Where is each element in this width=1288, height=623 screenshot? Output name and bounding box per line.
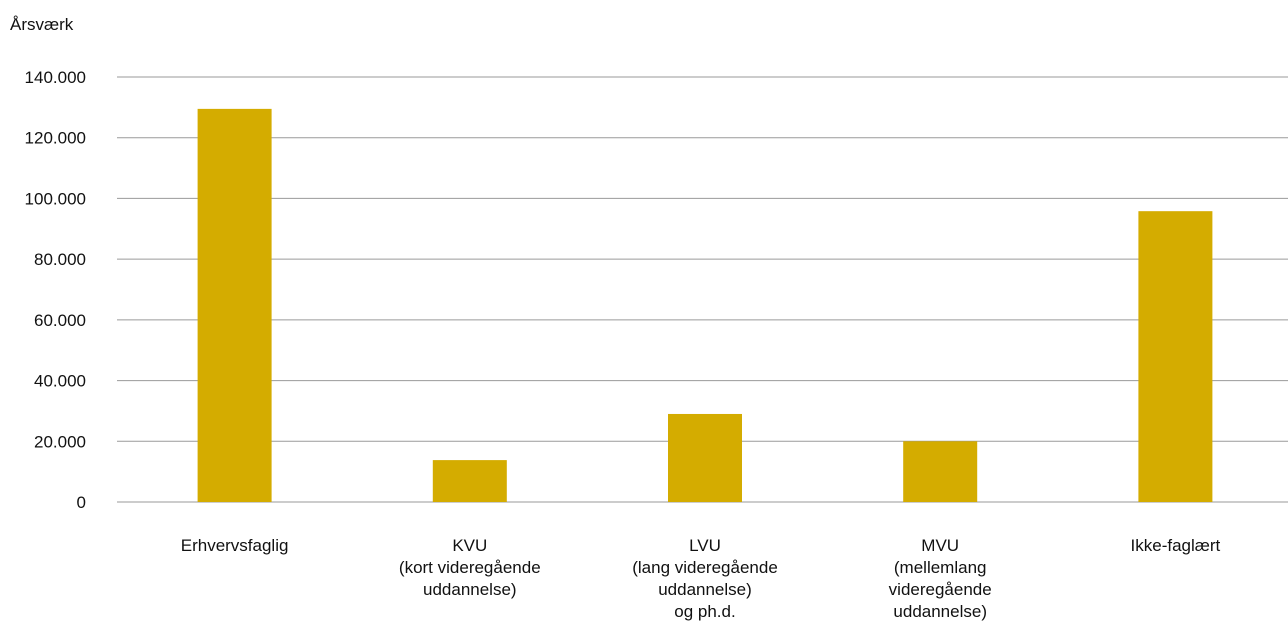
bar xyxy=(903,441,978,502)
bar xyxy=(197,108,272,502)
y-tick-label: 40.000 xyxy=(34,372,86,391)
category-label-line: videregående xyxy=(889,580,992,599)
category-label-line: (mellemlang xyxy=(894,558,987,577)
category-label: Erhvervsfaglig xyxy=(181,536,289,555)
category-label-line: Ikke-faglært xyxy=(1131,536,1221,555)
y-tick-label: 0 xyxy=(77,493,86,512)
gridlines xyxy=(117,76,1288,503)
category-label-line: Erhvervsfaglig xyxy=(181,536,289,555)
category-label-line: uddannelse) xyxy=(658,580,752,599)
category-label-line: og ph.d. xyxy=(674,602,735,621)
y-tick-label: 60.000 xyxy=(34,311,86,330)
category-label-line: uddannelse) xyxy=(423,580,517,599)
category-label: MVU (mellemlang videregående uddannelse) xyxy=(889,536,992,621)
category-labels: Erhvervsfaglig KVU (kort videregående uddan… xyxy=(181,536,1221,621)
category-label-line: uddannelse) xyxy=(893,602,987,621)
bar xyxy=(668,413,742,502)
category-label: Ikke-faglært xyxy=(1131,536,1221,555)
category-label-line: (lang videregående xyxy=(632,558,778,577)
bar xyxy=(432,460,507,502)
y-tick-label: 80.000 xyxy=(34,250,86,269)
category-label-line: (kort videregående xyxy=(399,558,541,577)
category-label-line: KVU xyxy=(452,536,487,555)
y-tick-label: 140.000 xyxy=(25,68,86,87)
y-tick-labels: 0 20.000 40.000 60.000 80.000 100.000 120.000 1… xyxy=(25,68,86,512)
y-axis-label: Årsværk xyxy=(10,15,74,34)
y-tick-label: 100.000 xyxy=(25,189,86,208)
category-label-line: LVU xyxy=(689,536,721,555)
category-label-line: MVU xyxy=(921,536,959,555)
category-label: LVU (lang videregående uddannelse) og ph.d. xyxy=(632,536,778,621)
y-tick-label: 120.000 xyxy=(25,129,86,148)
bar xyxy=(1138,211,1213,502)
category-label: KVU (kort videregående uddannelse) xyxy=(399,536,541,599)
y-tick-label: 20.000 xyxy=(34,432,86,451)
bars xyxy=(197,108,1213,502)
